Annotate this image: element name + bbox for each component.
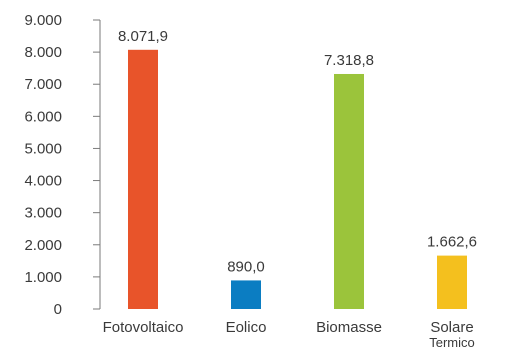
bars (128, 49, 467, 310)
data-label: 890,0 (227, 258, 265, 275)
bar-solare-termico (437, 255, 467, 309)
y-tick-label: 8.000 (24, 44, 62, 61)
y-tick-label: 7.000 (24, 76, 62, 93)
y-tick-label: 9.000 (24, 12, 62, 29)
y-tick-label: 1.000 (24, 269, 62, 286)
y-tick-label: 3.000 (24, 205, 62, 222)
y-axis: 0 1.000 2.000 3.000 4.000 5.000 6.000 7.000 8.00… (24, 12, 101, 318)
data-label: 8.071,9 (118, 28, 168, 45)
data-labels: 8.071,9 890,0 7.318,8 1.662,6 (118, 28, 477, 276)
data-label: 1.662,6 (427, 234, 477, 251)
data-label: 7.318,8 (324, 52, 374, 69)
bar-fotovoltaico (128, 49, 158, 310)
y-tick-label: 2.000 (24, 237, 62, 254)
y-tick-label: 6.000 (24, 108, 62, 125)
bar-eolico (231, 280, 261, 309)
x-category-label: Biomasse (316, 319, 382, 336)
y-tick-label: 5.000 (24, 140, 62, 157)
x-category-label: Eolico (226, 319, 267, 336)
x-axis-labels: Fotovoltaico Eolico Biomasse Solare Termico (103, 319, 475, 350)
x-category-label: Solare Termico (429, 319, 475, 350)
bar-biomasse (334, 73, 364, 309)
y-tick-label: 0 (54, 301, 62, 318)
y-tick-label: 4.000 (24, 173, 62, 190)
x-category-label: Fotovoltaico (103, 319, 184, 336)
